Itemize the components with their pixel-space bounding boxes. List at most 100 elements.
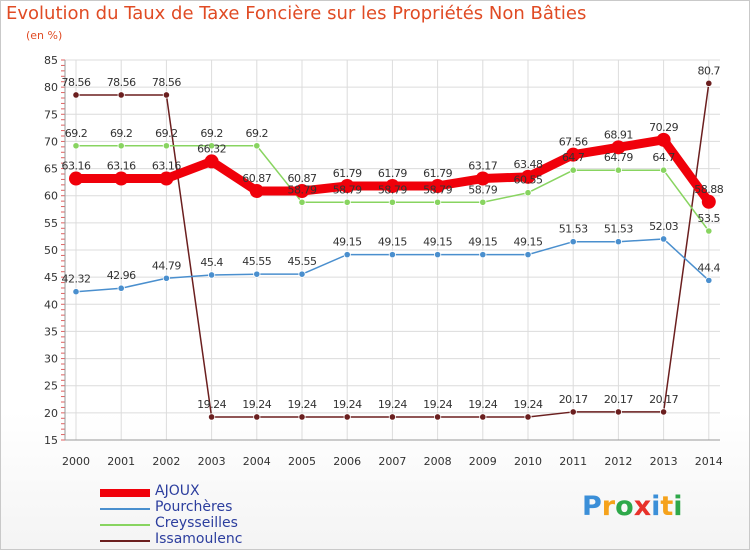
data-point-creysseilles — [388, 198, 396, 206]
data-label-issamoulenc: 19.24 — [333, 398, 362, 411]
data-point-creysseilles — [298, 198, 306, 206]
data-point-pourch-res — [433, 251, 442, 259]
data-point-ajoux — [340, 178, 355, 193]
y-tick-label: 85 — [44, 54, 58, 67]
data-label-ajoux: 61.79 — [378, 167, 407, 180]
data-point-creysseilles — [253, 142, 261, 150]
data-point-creysseilles — [705, 227, 713, 235]
x-tick-label: 2003 — [198, 455, 226, 468]
data-label-creysseilles: 58.79 — [468, 183, 497, 196]
data-point-pourch-res — [479, 251, 487, 259]
data-point-creysseilles — [117, 142, 125, 150]
data-label-pourch-res: 42.32 — [62, 273, 91, 286]
data-label-ajoux: 61.79 — [333, 167, 362, 180]
data-point-pourch-res — [705, 276, 713, 284]
data-label-ajoux: 68.91 — [604, 128, 633, 141]
y-tick-label: 70 — [44, 135, 58, 148]
data-point-issamoulenc — [298, 413, 306, 421]
data-point-pourch-res — [614, 238, 623, 246]
data-label-pourch-res: 42.96 — [107, 269, 136, 282]
logo-letter: x — [633, 491, 652, 522]
x-tick-label: 2004 — [243, 455, 271, 468]
data-label-pourch-res: 44.79 — [152, 259, 181, 272]
data-label-pourch-res: 49.15 — [333, 236, 362, 249]
logo-letter: P — [582, 491, 602, 522]
grid-layer — [65, 59, 720, 441]
data-point-pourch-res — [659, 235, 668, 243]
y-tick-label: 80 — [44, 81, 58, 94]
data-point-issamoulenc — [659, 408, 668, 416]
data-point-pourch-res — [72, 288, 80, 296]
legend-swatch — [100, 540, 150, 542]
x-tick-label: 2012 — [604, 455, 632, 468]
data-point-issamoulenc — [433, 413, 442, 421]
x-tick-label: 2001 — [107, 455, 135, 468]
data-point-pourch-res — [162, 274, 170, 282]
data-label-creysseilles: 58.79 — [333, 183, 362, 196]
data-point-pourch-res — [343, 251, 351, 259]
data-label-pourch-res: 51.53 — [559, 223, 588, 236]
y-tick-label: 55 — [44, 217, 58, 230]
data-label-creysseilles: 58.79 — [288, 183, 317, 196]
data-point-pourch-res — [208, 271, 216, 279]
data-point-ajoux — [611, 140, 626, 155]
data-label-issamoulenc: 78.56 — [152, 76, 181, 89]
data-label-layer: 78.56 78.56 78.56 19.24 19.24 19.24 19.24 19.24… — [62, 64, 725, 411]
data-label-creysseilles: 69.2 — [65, 127, 88, 140]
data-label-pourch-res: 45.55 — [288, 255, 317, 268]
data-point-issamoulenc — [614, 408, 623, 416]
data-label-creysseilles: 69.2 — [110, 127, 133, 140]
data-point-ajoux — [295, 183, 309, 198]
x-tick-label: 2011 — [559, 455, 587, 468]
data-point-ajoux — [204, 154, 219, 169]
proxiti-logo: Proxiti — [582, 491, 683, 522]
data-label-pourch-res: 52.03 — [649, 220, 678, 233]
data-point-creysseilles — [433, 198, 442, 206]
data-label-pourch-res: 49.15 — [468, 236, 497, 249]
chart-title: Evolution du Taux de Taxe Foncière sur l… — [6, 3, 587, 24]
data-point-issamoulenc — [117, 91, 125, 99]
data-label-pourch-res: 49.15 — [423, 236, 452, 249]
x-tick-label: 2005 — [288, 455, 316, 468]
data-label-ajoux: 63.17 — [468, 160, 497, 173]
data-point-issamoulenc — [705, 79, 713, 87]
data-point-creysseilles — [659, 166, 668, 174]
legend-label: Pourchères — [155, 499, 233, 515]
data-point-issamoulenc — [524, 413, 532, 421]
logo-letter: r — [601, 491, 616, 522]
data-point-issamoulenc — [72, 91, 80, 99]
data-point-pourch-res — [569, 238, 577, 246]
legend-label: Issamoulenc — [155, 531, 243, 547]
data-point-issamoulenc — [569, 408, 577, 416]
data-label-issamoulenc: 78.56 — [107, 76, 136, 89]
data-label-ajoux: 61.79 — [423, 167, 452, 180]
data-label-ajoux: 63.16 — [62, 160, 91, 173]
x-tick-label: 2010 — [514, 455, 542, 468]
data-point-ajoux — [249, 183, 264, 198]
data-point-creysseilles — [162, 142, 170, 150]
data-label-issamoulenc: 19.24 — [288, 398, 317, 411]
data-label-pourch-res: 45.4 — [200, 256, 223, 269]
data-label-creysseilles: 64.7 — [562, 151, 585, 164]
data-label-creysseilles: 53.5 — [698, 212, 721, 225]
data-label-pourch-res: 49.15 — [514, 236, 543, 249]
legend-swatch — [100, 508, 150, 510]
data-point-pourch-res — [388, 251, 396, 259]
data-label-issamoulenc: 19.24 — [423, 398, 452, 411]
x-tick-label: 2014 — [695, 455, 723, 468]
data-point-ajoux — [656, 132, 671, 147]
data-label-creysseilles: 64.7 — [652, 151, 675, 164]
data-point-creysseilles — [343, 198, 351, 206]
chart-subtitle: (en %) — [26, 29, 63, 42]
data-point-ajoux — [475, 171, 490, 186]
logo-letter: t — [660, 491, 674, 522]
data-label-ajoux: 67.56 — [559, 136, 588, 149]
data-label-issamoulenc: 19.24 — [197, 398, 226, 411]
logo-letter: i — [651, 491, 661, 522]
data-label-issamoulenc: 19.24 — [378, 398, 407, 411]
data-label-pourch-res: 45.55 — [242, 255, 271, 268]
y-tick-label: 20 — [44, 407, 58, 420]
data-label-creysseilles: 69.2 — [200, 127, 223, 140]
data-label-ajoux: 58.88 — [694, 183, 723, 196]
data-label-ajoux: 60.87 — [288, 172, 317, 185]
